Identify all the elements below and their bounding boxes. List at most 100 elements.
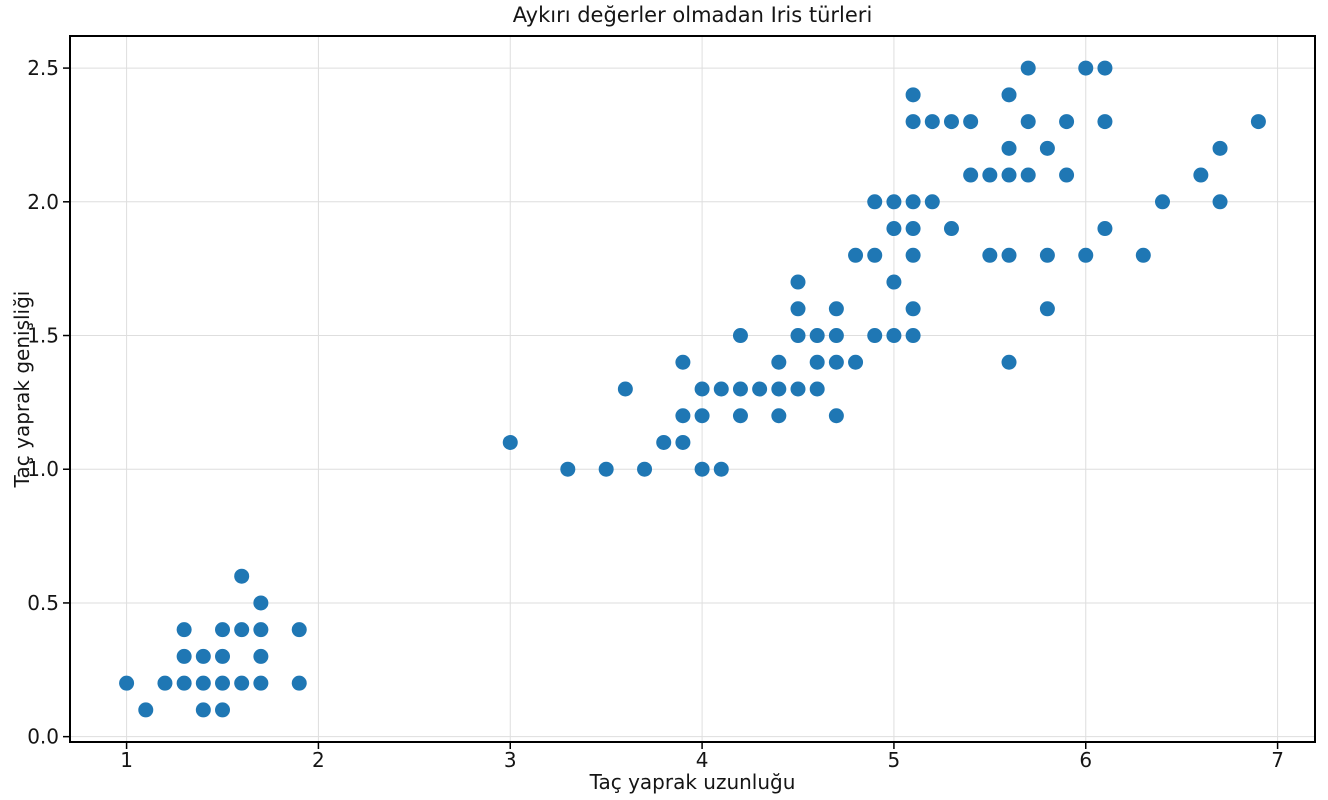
data-point bbox=[119, 675, 135, 691]
data-point bbox=[963, 114, 979, 130]
x-tick-label: 6 bbox=[1079, 748, 1092, 772]
data-point bbox=[694, 408, 710, 424]
data-point bbox=[828, 328, 844, 344]
data-point bbox=[790, 301, 806, 317]
data-point bbox=[675, 354, 691, 370]
data-point bbox=[617, 381, 633, 397]
data-point bbox=[215, 675, 231, 691]
data-point bbox=[176, 622, 192, 638]
y-tick-label: 1.5 bbox=[27, 324, 59, 348]
data-point bbox=[291, 675, 307, 691]
data-point bbox=[694, 381, 710, 397]
data-point bbox=[1193, 167, 1209, 183]
data-point bbox=[1039, 140, 1055, 156]
data-point bbox=[752, 381, 768, 397]
data-point bbox=[790, 381, 806, 397]
data-point bbox=[790, 328, 806, 344]
y-tick-label: 2.0 bbox=[27, 190, 59, 214]
data-point bbox=[1097, 114, 1113, 130]
x-tick-label: 5 bbox=[888, 748, 901, 772]
data-point bbox=[560, 461, 576, 477]
data-point bbox=[1039, 247, 1055, 263]
data-point bbox=[176, 675, 192, 691]
data-point bbox=[713, 461, 729, 477]
data-point bbox=[1154, 194, 1170, 210]
y-tick-label: 0.5 bbox=[27, 591, 59, 615]
data-point bbox=[176, 648, 192, 664]
data-point bbox=[157, 675, 173, 691]
data-point bbox=[291, 622, 307, 638]
chart-title: Aykırı değerler olmadan Iris türleri bbox=[512, 3, 873, 27]
data-point bbox=[1097, 221, 1113, 237]
data-point bbox=[867, 328, 883, 344]
data-point bbox=[1020, 60, 1036, 76]
data-point bbox=[924, 114, 940, 130]
data-point bbox=[253, 648, 269, 664]
data-point bbox=[848, 354, 864, 370]
data-point bbox=[234, 622, 250, 638]
data-point bbox=[675, 408, 691, 424]
data-point bbox=[771, 381, 787, 397]
data-point bbox=[809, 381, 825, 397]
data-point bbox=[886, 274, 902, 290]
data-point bbox=[809, 328, 825, 344]
data-point bbox=[1059, 114, 1075, 130]
data-point bbox=[215, 702, 231, 718]
y-axis-label: Taç yaprak genişliği bbox=[10, 290, 34, 488]
data-point bbox=[771, 354, 787, 370]
data-point bbox=[234, 568, 250, 584]
data-point bbox=[905, 114, 921, 130]
data-point bbox=[886, 328, 902, 344]
data-point bbox=[1135, 247, 1151, 263]
data-point bbox=[943, 114, 959, 130]
x-tick-label: 4 bbox=[696, 748, 709, 772]
y-tick-label: 0.0 bbox=[27, 725, 59, 749]
data-point bbox=[1001, 140, 1017, 156]
data-point bbox=[905, 87, 921, 103]
x-tick-label: 1 bbox=[120, 748, 133, 772]
data-point bbox=[809, 354, 825, 370]
data-point bbox=[828, 354, 844, 370]
data-point bbox=[905, 221, 921, 237]
data-point bbox=[253, 622, 269, 638]
data-point bbox=[828, 408, 844, 424]
data-point bbox=[1001, 87, 1017, 103]
data-point bbox=[732, 408, 748, 424]
y-tick-label: 2.5 bbox=[27, 56, 59, 80]
data-point bbox=[963, 167, 979, 183]
data-point bbox=[1001, 167, 1017, 183]
data-point bbox=[215, 622, 231, 638]
data-point bbox=[637, 461, 653, 477]
data-point bbox=[1212, 140, 1228, 156]
data-point bbox=[848, 247, 864, 263]
data-point bbox=[1001, 354, 1017, 370]
x-tick-label: 7 bbox=[1271, 748, 1284, 772]
data-point bbox=[905, 301, 921, 317]
data-point bbox=[502, 434, 518, 450]
data-point bbox=[1020, 167, 1036, 183]
data-point bbox=[905, 194, 921, 210]
data-point bbox=[598, 461, 614, 477]
data-point bbox=[1001, 247, 1017, 263]
data-point bbox=[771, 408, 787, 424]
data-point bbox=[886, 194, 902, 210]
data-point bbox=[1039, 301, 1055, 317]
plot-border bbox=[69, 35, 1316, 743]
data-point bbox=[138, 702, 154, 718]
data-point bbox=[886, 221, 902, 237]
x-tick-label: 2 bbox=[312, 748, 325, 772]
data-point bbox=[982, 247, 998, 263]
data-point bbox=[195, 675, 211, 691]
x-tick-label: 3 bbox=[504, 748, 517, 772]
data-point bbox=[253, 595, 269, 611]
data-point bbox=[234, 675, 250, 691]
data-point bbox=[905, 247, 921, 263]
data-point bbox=[867, 247, 883, 263]
data-point bbox=[694, 461, 710, 477]
data-point bbox=[943, 221, 959, 237]
data-point bbox=[1078, 60, 1094, 76]
data-point bbox=[675, 434, 691, 450]
data-point bbox=[656, 434, 672, 450]
